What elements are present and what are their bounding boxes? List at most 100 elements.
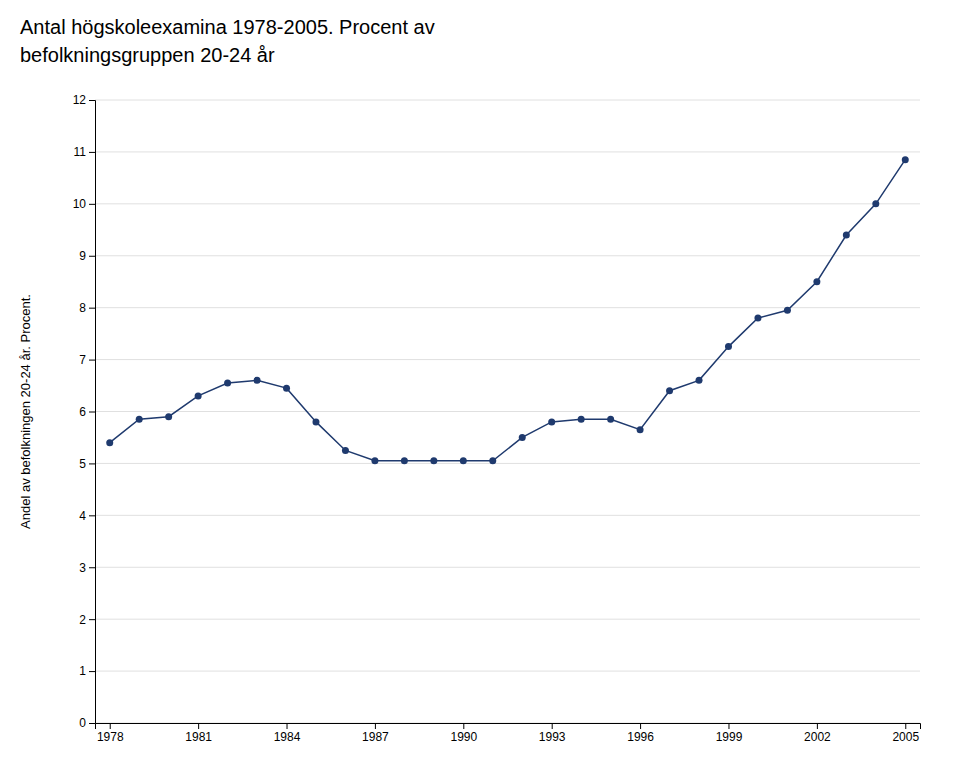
- y-tick-mark: [89, 515, 95, 516]
- x-tick-label: 2002: [804, 730, 831, 744]
- y-tick-label: 4: [79, 509, 86, 523]
- y-tick-mark: [89, 100, 95, 101]
- x-tick-label: 2005: [892, 730, 919, 744]
- y-tick: 12: [73, 93, 95, 107]
- point: [754, 315, 761, 322]
- x-tick-mark: [463, 723, 464, 729]
- y-tick-mark: [89, 204, 95, 205]
- point: [224, 379, 231, 386]
- y-tick-label: 8: [79, 301, 86, 315]
- x-tick-mark: [728, 723, 729, 729]
- x-axis: 1978 1981 1984 1987 1990 1993 1996 1999 2002 2005: [96, 723, 921, 744]
- point: [872, 200, 879, 207]
- point: [607, 416, 614, 423]
- y-tick-label: 5: [79, 457, 86, 471]
- grid-line: [95, 671, 920, 672]
- y-tick-mark: [89, 567, 95, 568]
- point: [342, 447, 349, 454]
- point: [165, 413, 172, 420]
- point: [489, 457, 496, 464]
- point: [813, 278, 820, 285]
- y-tick: 6: [79, 405, 95, 419]
- x-tick-label: 1999: [716, 730, 743, 744]
- point: [136, 416, 143, 423]
- point: [460, 457, 467, 464]
- x-tick-label: 1990: [450, 730, 477, 744]
- y-tick: 1: [79, 664, 95, 678]
- y-tick: 9: [79, 249, 95, 263]
- x-tick-label: 1978: [97, 730, 124, 744]
- y-axis-title: Andel av befolkningen 20-24 år. Procent.: [18, 294, 33, 529]
- point: [902, 156, 909, 163]
- y-tick: 5: [79, 457, 95, 471]
- y-tick: 10: [73, 197, 95, 211]
- x-tick-mark: [198, 723, 199, 729]
- y-tick: 11: [74, 145, 95, 159]
- x-tick-mark: [640, 723, 641, 729]
- x-tick-mark: [110, 723, 111, 729]
- y-tick-mark: [89, 723, 95, 724]
- subtitle: befolkningsgruppen 20-24 år: [20, 44, 275, 66]
- point: [254, 377, 261, 384]
- y-tick: 2: [79, 613, 95, 627]
- x-tick-mark: [905, 723, 906, 729]
- x-tick-mark: [287, 723, 288, 729]
- point: [696, 377, 703, 384]
- y-tick-label: 11: [74, 145, 87, 159]
- y-axis-line: [89, 101, 96, 724]
- point: [666, 387, 673, 394]
- y-tick-mark: [89, 152, 95, 153]
- y-tick-label: 1: [79, 664, 86, 678]
- grid-line: [95, 203, 920, 204]
- marks: [106, 156, 909, 464]
- grid-line: [95, 463, 920, 464]
- grid-line: [95, 307, 920, 308]
- x-tick-label: 1981: [185, 730, 212, 744]
- y-tick: 4: [79, 509, 95, 523]
- x-tick-mark: [552, 723, 553, 729]
- y-tick-label: 3: [79, 561, 86, 575]
- x-tick-label: 1987: [362, 730, 389, 744]
- point: [371, 457, 378, 464]
- y-tick-label: 12: [73, 93, 87, 107]
- y-tick-mark: [89, 256, 95, 257]
- point: [430, 457, 437, 464]
- x-axis-line: [96, 724, 921, 730]
- point: [401, 457, 408, 464]
- point: [195, 392, 202, 399]
- x-tick: 1984: [274, 723, 301, 744]
- y-tick-mark: [89, 308, 95, 309]
- x-tick: 1990: [450, 723, 477, 744]
- y-tick-label: 0: [79, 716, 86, 730]
- grid: [95, 100, 920, 723]
- point: [548, 418, 555, 425]
- point: [637, 426, 644, 433]
- x-tick-mark: [817, 723, 818, 729]
- x-tick-label: 1993: [539, 730, 566, 744]
- plot: 1978198119841987199019931996199920022005…: [73, 93, 921, 743]
- y-tick-label: 6: [79, 405, 86, 419]
- x-tick-mark: [375, 723, 376, 729]
- point: [106, 439, 113, 446]
- y-tick-label: 7: [79, 353, 86, 367]
- x-tick: 2005: [892, 723, 919, 744]
- grid-line: [95, 100, 920, 101]
- y-tick-label: 2: [79, 613, 86, 627]
- y-tick-label: 9: [79, 249, 86, 263]
- y-tick: 8: [79, 301, 95, 315]
- title: Antal högskoleexamina 1978-2005. Procent…: [20, 16, 435, 38]
- line: [110, 160, 906, 461]
- x-tick-label: 1996: [627, 730, 654, 744]
- grid-line: [95, 515, 920, 516]
- point: [519, 434, 526, 441]
- grid-line: [95, 359, 920, 360]
- y-axis: 0123456789101112: [73, 93, 96, 730]
- point: [784, 307, 791, 314]
- y-tick: 7: [79, 353, 95, 367]
- y-tick-label: 10: [73, 197, 87, 211]
- point: [312, 418, 319, 425]
- y-tick: 0: [79, 716, 95, 730]
- x-tick: 1978: [97, 723, 124, 744]
- y-tick-mark: [89, 360, 95, 361]
- grid-line: [95, 151, 920, 152]
